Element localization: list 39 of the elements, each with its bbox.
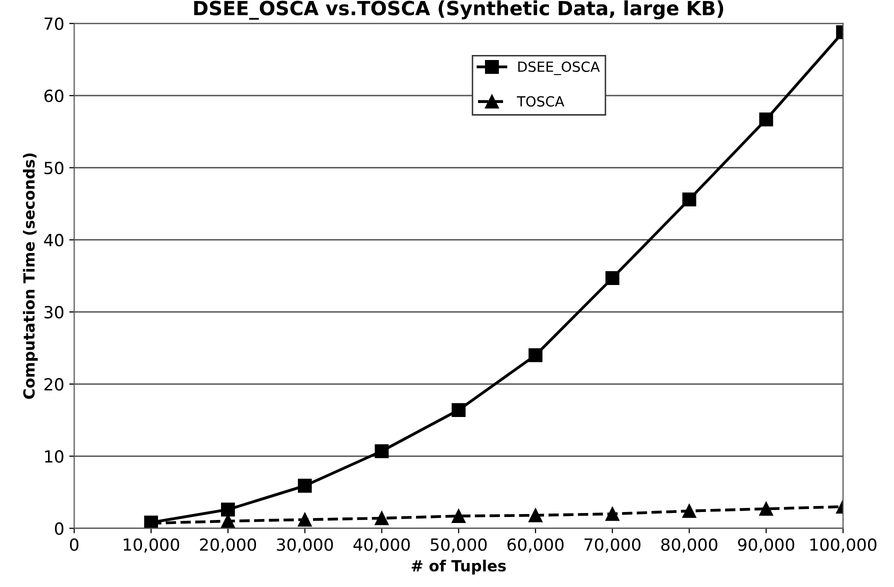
x-tick-label: 80,000 [661, 538, 718, 553]
x-tick-label: 10,000 [124, 538, 180, 553]
point [528, 508, 542, 522]
x-tick-label: 40,000 [353, 538, 410, 553]
point [374, 511, 389, 526]
y-tick-label: 20 [44, 378, 64, 391]
legend-label: DSEE_OSCA [518, 61, 600, 76]
point [298, 478, 312, 493]
x-tick-label: 90,000 [738, 538, 794, 553]
point [374, 444, 389, 458]
y-tick-label: 0 [54, 522, 64, 535]
y-tick-label: 40 [44, 234, 64, 246]
x-tick-label: 60,000 [508, 538, 564, 553]
chart-title: DSEE_OSCA vs.TOSCA (Synthetic Data, large KB) [194, 0, 724, 20]
y-tick-label: 10 [45, 450, 64, 463]
point [605, 506, 620, 521]
x-tick-label: 30,000 [276, 538, 333, 553]
y-tick-label: 70 [44, 17, 64, 30]
point [452, 509, 466, 523]
point [528, 348, 542, 362]
x-tick-label: 50,000 [430, 538, 487, 553]
y-tick-label: 60 [44, 90, 64, 102]
x-tick-label: 20,000 [200, 538, 256, 553]
legend-label: TOSCA [516, 96, 564, 107]
point [221, 502, 235, 516]
y-tick-label: 50 [44, 162, 64, 174]
y-axis-title: Computation Time (seconds) [22, 153, 38, 399]
point [605, 271, 620, 285]
x-axis-title: # of Tuples [412, 560, 506, 574]
point [452, 403, 466, 417]
point [759, 502, 774, 516]
point [298, 512, 312, 527]
x-tick-label: 100,000 [810, 538, 876, 553]
x-tick-label: 0 [70, 538, 78, 551]
point [759, 112, 774, 126]
x-tick-label: 70,000 [584, 538, 640, 553]
point [682, 192, 696, 206]
point [682, 504, 696, 518]
y-tick-label: 30 [44, 306, 64, 319]
